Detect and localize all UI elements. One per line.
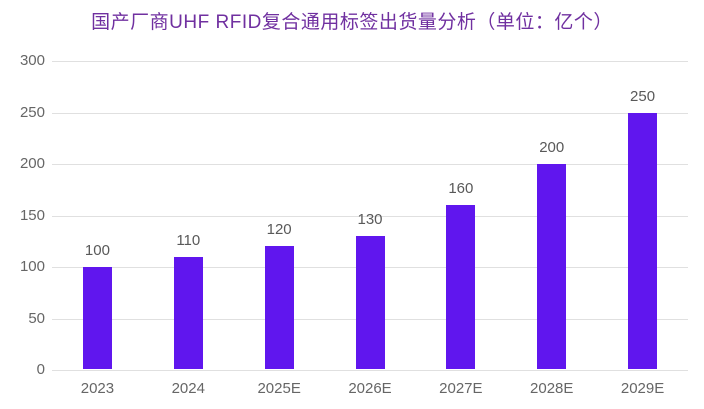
x-axis-tick-label: 2029E	[620, 380, 665, 397]
x-axis-tick-label: 2026E	[348, 380, 392, 397]
y-axis-tick-label: 150	[19, 206, 45, 224]
gridline	[52, 164, 688, 165]
x-axis-tick-label: 2024	[171, 380, 205, 397]
x-axis-tick-label: 2028E	[530, 380, 574, 397]
bar-2027E	[446, 205, 476, 369]
bar-value-label: 250	[630, 87, 656, 105]
bar-value-label: 120	[266, 221, 292, 239]
bar-2024	[173, 256, 203, 369]
gridline	[52, 370, 688, 371]
bar-value-label: 100	[84, 242, 110, 259]
bar-value-label: 130	[357, 211, 383, 229]
bar-value-label: 160	[448, 180, 474, 198]
bar-2026E	[355, 236, 385, 369]
gridline	[52, 61, 688, 62]
chart-title: 国产厂商UHF RFID复合通用标签出货量分析（单位：亿个）	[91, 12, 613, 33]
gridline	[52, 112, 688, 114]
bar-value-label: 110	[176, 231, 201, 249]
bar-2023	[82, 267, 112, 369]
y-axis-tick-label: 250	[19, 103, 45, 121]
x-axis-tick-label: 2025E	[257, 380, 301, 397]
y-axis-tick-label: 0	[36, 361, 45, 378]
bar-2025E	[264, 246, 294, 369]
y-axis-tick-label: 200	[19, 155, 45, 172]
bar-value-label: 200	[539, 139, 565, 156]
x-axis-tick-label: 2023	[80, 380, 115, 397]
y-axis-tick-label: 50	[28, 309, 45, 327]
x-axis-tick-label: 2027E	[439, 380, 483, 397]
bar-2029E	[628, 112, 658, 369]
bar-2028E	[537, 164, 567, 369]
gridline	[52, 215, 688, 217]
y-axis-tick-label: 300	[19, 52, 45, 69]
y-axis-tick-label: 100	[19, 258, 45, 275]
